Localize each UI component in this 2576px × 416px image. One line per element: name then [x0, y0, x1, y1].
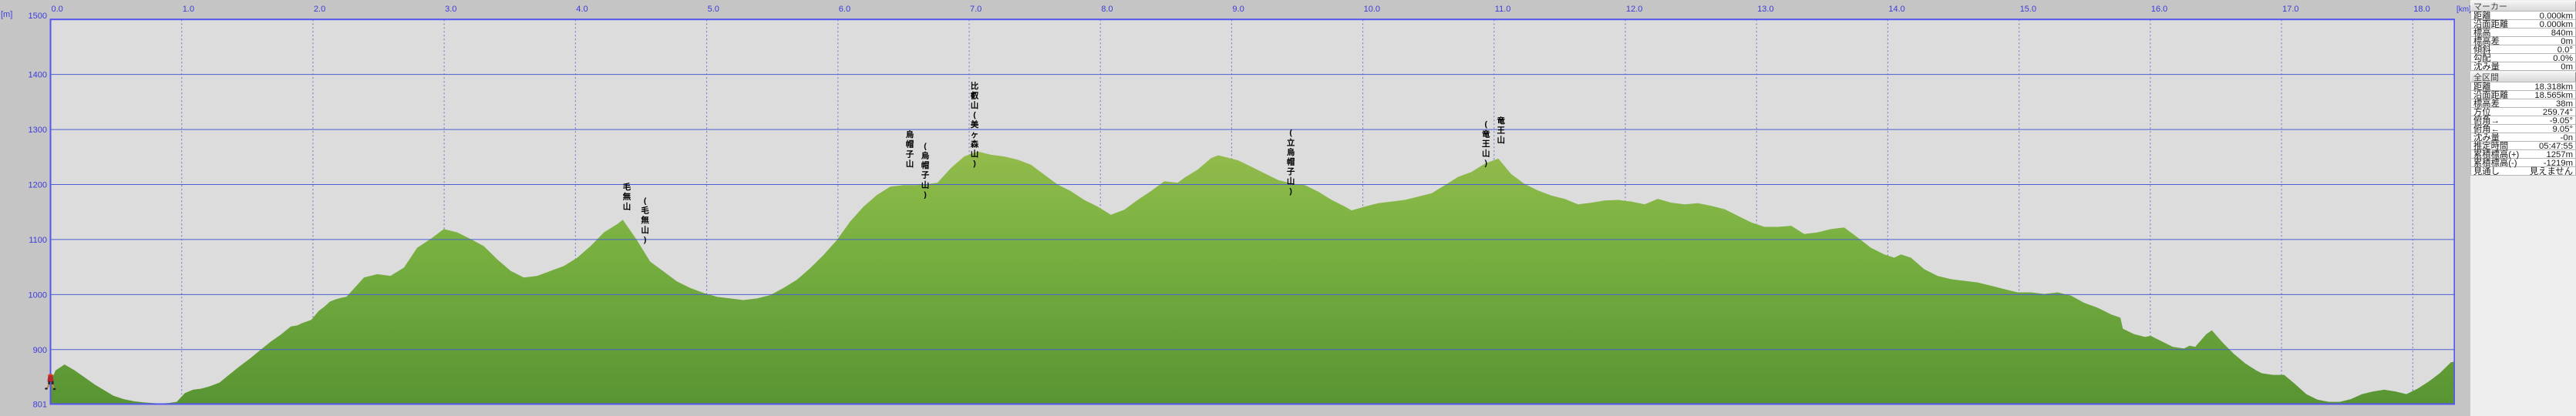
svg-text:立: 立	[1287, 137, 1295, 147]
svg-text:3.0: 3.0	[445, 5, 456, 14]
svg-text:(: (	[1485, 120, 1488, 129]
svg-text:11.0: 11.0	[1495, 5, 1511, 14]
svg-text:12.0: 12.0	[1626, 5, 1642, 14]
svg-text:山: 山	[971, 100, 979, 110]
svg-text:毛: 毛	[641, 206, 649, 216]
svg-text:帽: 帽	[1287, 157, 1295, 167]
svg-text:1000: 1000	[29, 290, 47, 300]
svg-text:16.0: 16.0	[2151, 5, 2167, 14]
svg-text:烏: 烏	[906, 129, 914, 139]
svg-text:): )	[1289, 186, 1292, 196]
svg-text:): )	[1485, 159, 1488, 168]
svg-text:山: 山	[623, 201, 631, 211]
svg-text:18.0: 18.0	[2413, 5, 2430, 14]
svg-text:1500: 1500	[29, 12, 47, 21]
svg-text:烏: 烏	[921, 151, 930, 161]
svg-text:[m]: [m]	[1, 10, 12, 19]
svg-text:美: 美	[971, 119, 979, 129]
svg-text:(: (	[973, 111, 976, 120]
svg-text:10.0: 10.0	[1364, 5, 1380, 14]
svg-text:): )	[924, 190, 927, 200]
svg-text:竜: 竜	[1482, 129, 1490, 139]
svg-text:山: 山	[1287, 176, 1295, 186]
svg-text:900: 900	[33, 346, 47, 355]
svg-text:毛: 毛	[623, 182, 631, 192]
svg-text:ヶ: ヶ	[971, 130, 979, 139]
svg-text:1400: 1400	[29, 71, 47, 80]
svg-text:叡: 叡	[970, 90, 979, 100]
svg-text:801: 801	[33, 401, 47, 410]
svg-text:9.0: 9.0	[1232, 5, 1244, 14]
svg-text:子: 子	[1287, 167, 1295, 176]
svg-text:1200: 1200	[29, 181, 47, 190]
svg-text:(: (	[924, 142, 927, 151]
svg-text:13.0: 13.0	[1757, 5, 1773, 14]
svg-text:山: 山	[1497, 135, 1506, 145]
svg-text:山: 山	[1482, 149, 1490, 159]
svg-text:(: (	[644, 196, 647, 206]
svg-text:6.0: 6.0	[839, 5, 850, 14]
svg-text:烏: 烏	[1287, 147, 1295, 157]
svg-text:(: (	[1289, 129, 1292, 138]
svg-text:王: 王	[1497, 126, 1506, 136]
svg-text:2.0: 2.0	[314, 5, 325, 14]
svg-text:14.0: 14.0	[1888, 5, 1904, 14]
svg-text:15.0: 15.0	[2020, 5, 2036, 14]
svg-text:山: 山	[921, 179, 930, 190]
svg-text:帽: 帽	[921, 160, 930, 170]
svg-text:比: 比	[971, 81, 979, 91]
svg-text:[km]: [km]	[2456, 5, 2471, 14]
svg-text:17.0: 17.0	[2282, 5, 2298, 14]
svg-text:5.0: 5.0	[708, 5, 719, 14]
svg-text:0.0: 0.0	[52, 5, 63, 14]
svg-text:8.0: 8.0	[1101, 5, 1113, 14]
svg-text:無: 無	[623, 192, 631, 202]
svg-text:無: 無	[641, 215, 649, 225]
svg-text:1100: 1100	[29, 236, 47, 245]
svg-text:子: 子	[906, 149, 914, 159]
svg-text:山: 山	[971, 149, 979, 159]
svg-text:山: 山	[641, 225, 649, 235]
svg-text:森: 森	[970, 139, 979, 149]
svg-text:竜: 竜	[1497, 116, 1506, 126]
svg-text:帽: 帽	[906, 139, 914, 149]
svg-text:王: 王	[1482, 139, 1490, 149]
svg-text:1.0: 1.0	[183, 5, 194, 14]
svg-text:): )	[973, 159, 976, 169]
svg-text:7.0: 7.0	[970, 5, 982, 14]
svg-text:): )	[644, 235, 647, 244]
svg-text:子: 子	[921, 171, 930, 180]
svg-text:4.0: 4.0	[576, 5, 588, 14]
svg-text:1300: 1300	[29, 126, 47, 135]
svg-text:山: 山	[906, 159, 914, 169]
